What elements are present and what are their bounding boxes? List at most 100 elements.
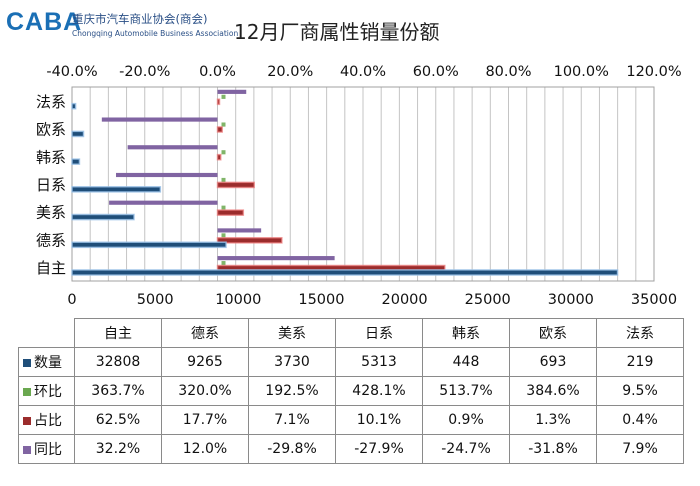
bottom-axis-tick-label: 25000	[465, 292, 511, 308]
table-cell: 0.4%	[596, 405, 684, 435]
bar-volume	[71, 102, 77, 110]
bottom-axis-tick-label: 10000	[215, 292, 261, 308]
row-label: 同比	[34, 442, 62, 458]
bottom-axis-tick-label: 35000	[631, 292, 677, 308]
table-cell: 363.7%	[74, 376, 162, 406]
table-cell: 17.7%	[161, 405, 249, 435]
table-column-header: 欧系	[509, 318, 597, 348]
category-label: 法系	[36, 93, 66, 111]
top-axis-tick-label: 80.0%	[485, 64, 531, 80]
bottom-axis-tick-label: 20000	[382, 292, 428, 308]
table-cell: 32808	[74, 347, 162, 377]
bar-mom	[221, 233, 226, 238]
bar-yoy	[116, 172, 218, 178]
bottom-axis-tick-label: 30000	[548, 292, 594, 308]
table-cell: 3730	[248, 347, 336, 377]
category-label: 德系	[36, 231, 66, 249]
bar-volume	[71, 241, 227, 249]
top-axis-tick-label: 20.0%	[267, 64, 313, 80]
table-row-header: 数量	[18, 347, 75, 377]
table-column-header: 韩系	[422, 318, 510, 348]
category-label: 美系	[36, 204, 66, 222]
table-cell: -27.9%	[335, 434, 423, 464]
bar-volume	[71, 269, 619, 276]
legend-key-icon	[23, 417, 31, 425]
bottom-axis-tick-label: 15000	[298, 292, 344, 308]
chart-marks	[71, 89, 619, 276]
table-cell: 9265	[161, 347, 249, 377]
grid-lines	[71, 86, 655, 282]
page-title: 12月厂商属性销量份额	[234, 20, 440, 44]
table-cell: 513.7%	[422, 376, 510, 406]
top-axis-tick-label: 0.0%	[199, 64, 236, 80]
row-label: 数量	[34, 355, 62, 371]
table-cell: -29.8%	[248, 434, 336, 464]
table-cell: 384.6%	[509, 376, 597, 406]
table-row-header: 同比	[18, 434, 75, 464]
bottom-axis-tick-label: 5000	[137, 292, 174, 308]
table-cell: -31.8%	[509, 434, 597, 464]
table-row-header: 环比	[18, 376, 75, 406]
table-cell: -24.7%	[422, 434, 510, 464]
table-row: 环比 363.7% 320.0% 192.5% 428.1% 513.7% 384.6% 9.…	[18, 376, 684, 406]
table-column-header: 德系	[161, 318, 249, 348]
bar-mom	[221, 94, 226, 99]
bar-share	[216, 209, 245, 216]
bar-yoy	[217, 228, 262, 233]
plot-frame	[71, 86, 655, 282]
data-table: 自主 德系 美系 日系 韩系 欧系 法系 数量 32808 9265 3730 5313 448 693…	[18, 318, 684, 464]
bar-volume	[71, 130, 85, 138]
table-column-header: 日系	[335, 318, 423, 348]
table-header-row: 自主 德系 美系 日系 韩系 欧系 法系	[18, 318, 684, 348]
category-label: 欧系	[36, 121, 66, 139]
bottom-axis-tick-label: 0	[67, 292, 76, 308]
row-label: 环比	[34, 384, 62, 400]
top-axis-tick-label: 40.0%	[340, 64, 386, 80]
table-cell: 5313	[335, 347, 423, 377]
caba-logo: CABA 重庆市汽车商业协会(商会) Chongqing Automobile …	[6, 6, 239, 44]
legend-key-icon	[23, 388, 31, 396]
table-row: 占比 62.5% 17.7% 7.1% 10.1% 0.9% 1.3% 0.4%	[18, 405, 684, 435]
table-cell: 32.2%	[74, 434, 162, 464]
table-row: 同比 32.2% 12.0% -29.8% -27.9% -24.7% -31.8% 7.9%	[18, 434, 684, 464]
table-cell: 428.1%	[335, 376, 423, 406]
logo-mark: CABA	[6, 8, 83, 36]
logo-name-cn: 重庆市汽车商业协会(商会)	[72, 12, 208, 26]
bar-yoy	[101, 117, 218, 122]
logo-name-en: Chongqing Automobile Business Associatio…	[72, 29, 239, 38]
category-label: 自主	[36, 259, 66, 277]
table-cell: 9.5%	[596, 376, 684, 406]
top-axis-tick-label: -40.0%	[46, 64, 97, 80]
bar-share	[216, 181, 255, 189]
top-axis-tick-label: 120.0%	[626, 64, 681, 80]
top-axis-tick-label: 60.0%	[413, 64, 459, 80]
table-cell: 7.9%	[596, 434, 684, 464]
category-label: 日系	[36, 176, 66, 194]
table-column-header: 自主	[74, 318, 162, 348]
bar-volume	[71, 186, 162, 193]
table-cell: 7.1%	[248, 405, 336, 435]
table-column-header: 美系	[248, 318, 336, 348]
bar-yoy	[217, 89, 247, 94]
table-cell: 693	[509, 347, 597, 377]
table-cell: 10.1%	[335, 405, 423, 435]
table-cell: 448	[422, 347, 510, 377]
bar-mom	[221, 205, 226, 210]
row-label: 占比	[34, 413, 62, 429]
bar-share	[216, 126, 223, 133]
table-cell: 219	[596, 347, 684, 377]
sales-share-chart: -40.0% -20.0% 0.0% 20.0% 40.0% 60.0% 80.0% 100.…	[36, 64, 682, 308]
table-cell: 0.9%	[422, 405, 510, 435]
bar-share	[216, 98, 221, 106]
top-axis-tick-label: -20.0%	[119, 64, 170, 80]
chart-labels: -40.0% -20.0% 0.0% 20.0% 40.0% 60.0% 80.0% 100.…	[36, 64, 682, 308]
bar-mom	[221, 150, 226, 155]
bar-volume	[71, 158, 81, 165]
top-axis-tick-label: 100.0%	[554, 64, 609, 80]
table-row-header: 占比	[18, 405, 75, 435]
bar-volume	[71, 213, 135, 221]
bar-mom	[221, 261, 226, 266]
table-cell: 1.3%	[509, 405, 597, 435]
bar-share	[216, 153, 222, 161]
bar-yoy	[127, 145, 218, 150]
